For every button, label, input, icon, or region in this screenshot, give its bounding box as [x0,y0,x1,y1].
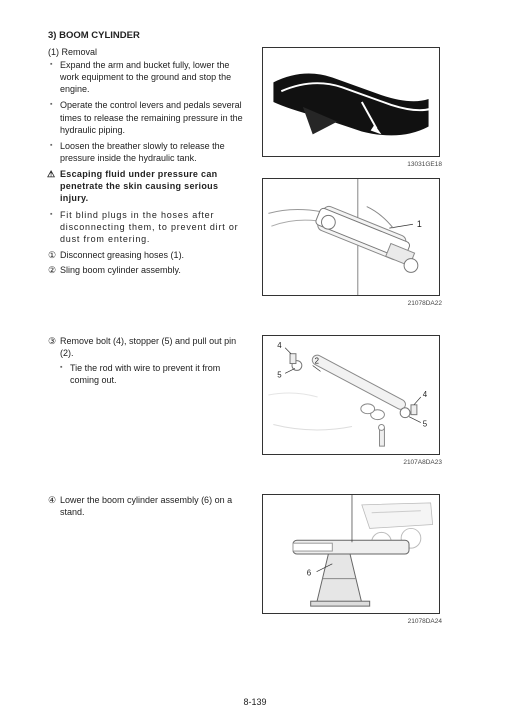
svg-text:5: 5 [277,370,282,379]
figure-4-caption: 21078DA24 [262,618,442,625]
figure-1 [262,47,440,157]
block-2: ③ Remove bolt (4), stopper (5) and pull o… [48,335,480,476]
step-marker: ① [48,249,56,261]
figure-1-caption: 13031GE18 [262,161,442,168]
step-text: Lower the boom cylinder assembly (6) on … [60,495,232,517]
step-text: Sling boom cylinder assembly. [60,265,181,275]
page-number: 8-139 [0,697,510,707]
numbered-list-b: ③ Remove bolt (4), stopper (5) and pull o… [48,335,248,359]
list-item: ④Lower the boom cylinder assembly (6) on… [60,494,248,518]
step-text: Disconnect greasing hoses (1). [60,250,184,260]
bullet-item: Loosen the breather slowly to release th… [60,140,248,164]
figure-2-caption: 21078DA22 [262,300,442,307]
numbered-list-c: ④ Lower the boom cylinder assembly (6) on… [48,494,248,518]
section-heading: 3) BOOM CYLINDER [48,30,480,41]
section-number: 3) [48,30,56,41]
bullet-item: Fit blind plugs in the hoses after disco… [60,209,248,245]
step-marker: ② [48,264,56,276]
bullet-item: Operate the control levers and pedals se… [60,99,248,135]
list-item: ②Sling boom cylinder assembly. [60,264,248,276]
bullet-list-b: Fit blind plugs in the hoses after disco… [48,209,248,245]
callout-1: 1 [417,219,422,229]
subsection-number: (1) [48,47,59,57]
numbered-list-a: ①Disconnect greasing hoses (1). ②Sling b… [48,249,248,276]
svg-text:5: 5 [423,419,428,428]
figure-3-caption: 2107A8DA23 [262,459,442,466]
subsection-title: Removal [62,47,98,57]
list-item: ①Disconnect greasing hoses (1). [60,249,248,261]
step-marker: ③ [48,335,56,347]
block-1: (1) Removal Expand the arm and bucket fu… [48,47,480,317]
warning-text: Escaping fluid under pressure can penetr… [48,168,248,204]
subsection-heading: (1) Removal [48,47,248,57]
svg-text:4: 4 [277,341,282,350]
step-text: Remove bolt (4), stopper (5) and pull ou… [60,336,236,358]
list-item: ③Remove bolt (4), stopper (5) and pull o… [60,335,248,359]
bullet-item: Tie the rod with wire to prevent it from… [70,362,248,386]
bullet-list-a: Expand the arm and bucket fully, lower t… [48,59,248,164]
step-marker: ④ [48,494,56,506]
block-3: ④ Lower the boom cylinder assembly (6) on… [48,494,480,635]
bullet-item: Expand the arm and bucket fully, lower t… [60,59,248,95]
svg-text:2: 2 [315,357,319,366]
svg-text:4: 4 [423,390,428,399]
figure-3: 4 5 2 4 5 [262,335,440,455]
figure-4: 6 [262,494,440,614]
section-title-text: BOOM CYLINDER [59,30,140,41]
bullet-list-c: Tie the rod with wire to prevent it from… [48,362,248,386]
figure-2: 1 [262,178,440,296]
svg-text:6: 6 [307,569,312,578]
